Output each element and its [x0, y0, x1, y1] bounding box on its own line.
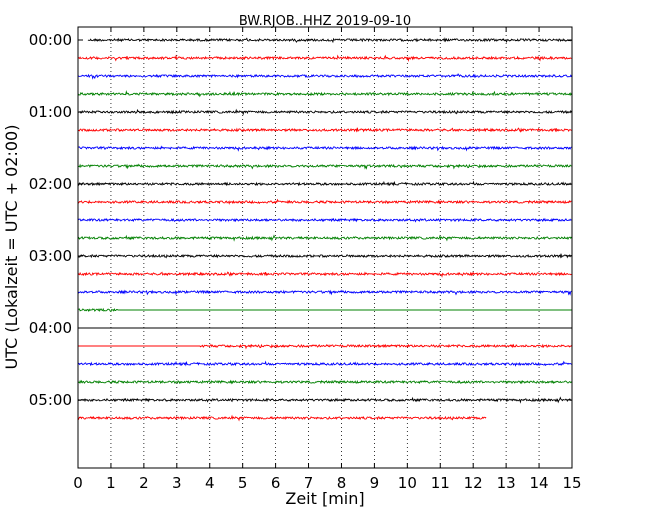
- x-tick-label: 8: [337, 474, 347, 492]
- trace-0000: [87, 37, 572, 44]
- y-tick-label: 01:00: [29, 103, 72, 121]
- trace-0330: [77, 289, 572, 296]
- trace-0115: [77, 127, 572, 133]
- y-axis-label: UTC (Lokalzeit = UTC + 02:00): [2, 125, 21, 370]
- x-axis-ticks: 0 1 2 3 4 5 6 7 8 9 10 11 12 13 14 15: [73, 27, 582, 492]
- trace-0200: [77, 180, 572, 187]
- trace-0100: [77, 108, 572, 116]
- trace-0500: [77, 396, 572, 404]
- y-tick-label: 02:00: [29, 175, 72, 193]
- trace-0145: [77, 163, 572, 170]
- x-tick-label: 4: [205, 474, 215, 492]
- chart-title: BW.RJOB..HHZ 2019-09-10: [239, 14, 411, 29]
- trace-0230: [77, 217, 572, 223]
- x-tick-label: 1: [106, 474, 116, 492]
- trace-0315: [77, 271, 572, 278]
- x-tick-label: 11: [431, 474, 450, 492]
- x-tick-label: 9: [370, 474, 380, 492]
- y-tick-label: 05:00: [29, 391, 72, 409]
- trace-0215: [77, 198, 572, 205]
- trace-0445: [77, 379, 572, 385]
- trace-0015: [77, 54, 572, 63]
- trace-0430: [77, 360, 572, 367]
- plot-frame: [77, 26, 573, 469]
- x-tick-label: 13: [497, 474, 516, 492]
- grid-lines: [110, 27, 540, 468]
- y-tick-label: 00:00: [29, 31, 72, 49]
- traces: [77, 37, 572, 422]
- x-tick-label: 0: [73, 474, 83, 492]
- y-tick-label: 04:00: [29, 319, 72, 337]
- x-tick-label: 15: [562, 474, 581, 492]
- y-axis-ticks: 00:00 01:00 02:00 03:00 04:00 05:00: [29, 31, 572, 409]
- x-tick-label: 14: [530, 474, 549, 492]
- trace-0030: [77, 73, 572, 80]
- x-tick-label: 2: [139, 474, 149, 492]
- x-tick-label: 5: [238, 474, 248, 492]
- trace-0245: [77, 234, 572, 242]
- x-tick-label: 3: [172, 474, 182, 492]
- y-tick-label: 03:00: [29, 247, 72, 265]
- trace-0300: [77, 253, 572, 259]
- trace-0515: [77, 414, 487, 422]
- x-tick-label: 12: [464, 474, 483, 492]
- x-tick-label: 7: [304, 474, 314, 492]
- x-axis-label: Zeit [min]: [285, 489, 364, 508]
- trace-0345: [77, 307, 572, 313]
- trace-0130: [77, 145, 572, 152]
- trace-0415: [78, 343, 572, 350]
- x-tick-label: 10: [398, 474, 417, 492]
- x-tick-label: 6: [271, 474, 281, 492]
- trace-0045: [77, 90, 572, 98]
